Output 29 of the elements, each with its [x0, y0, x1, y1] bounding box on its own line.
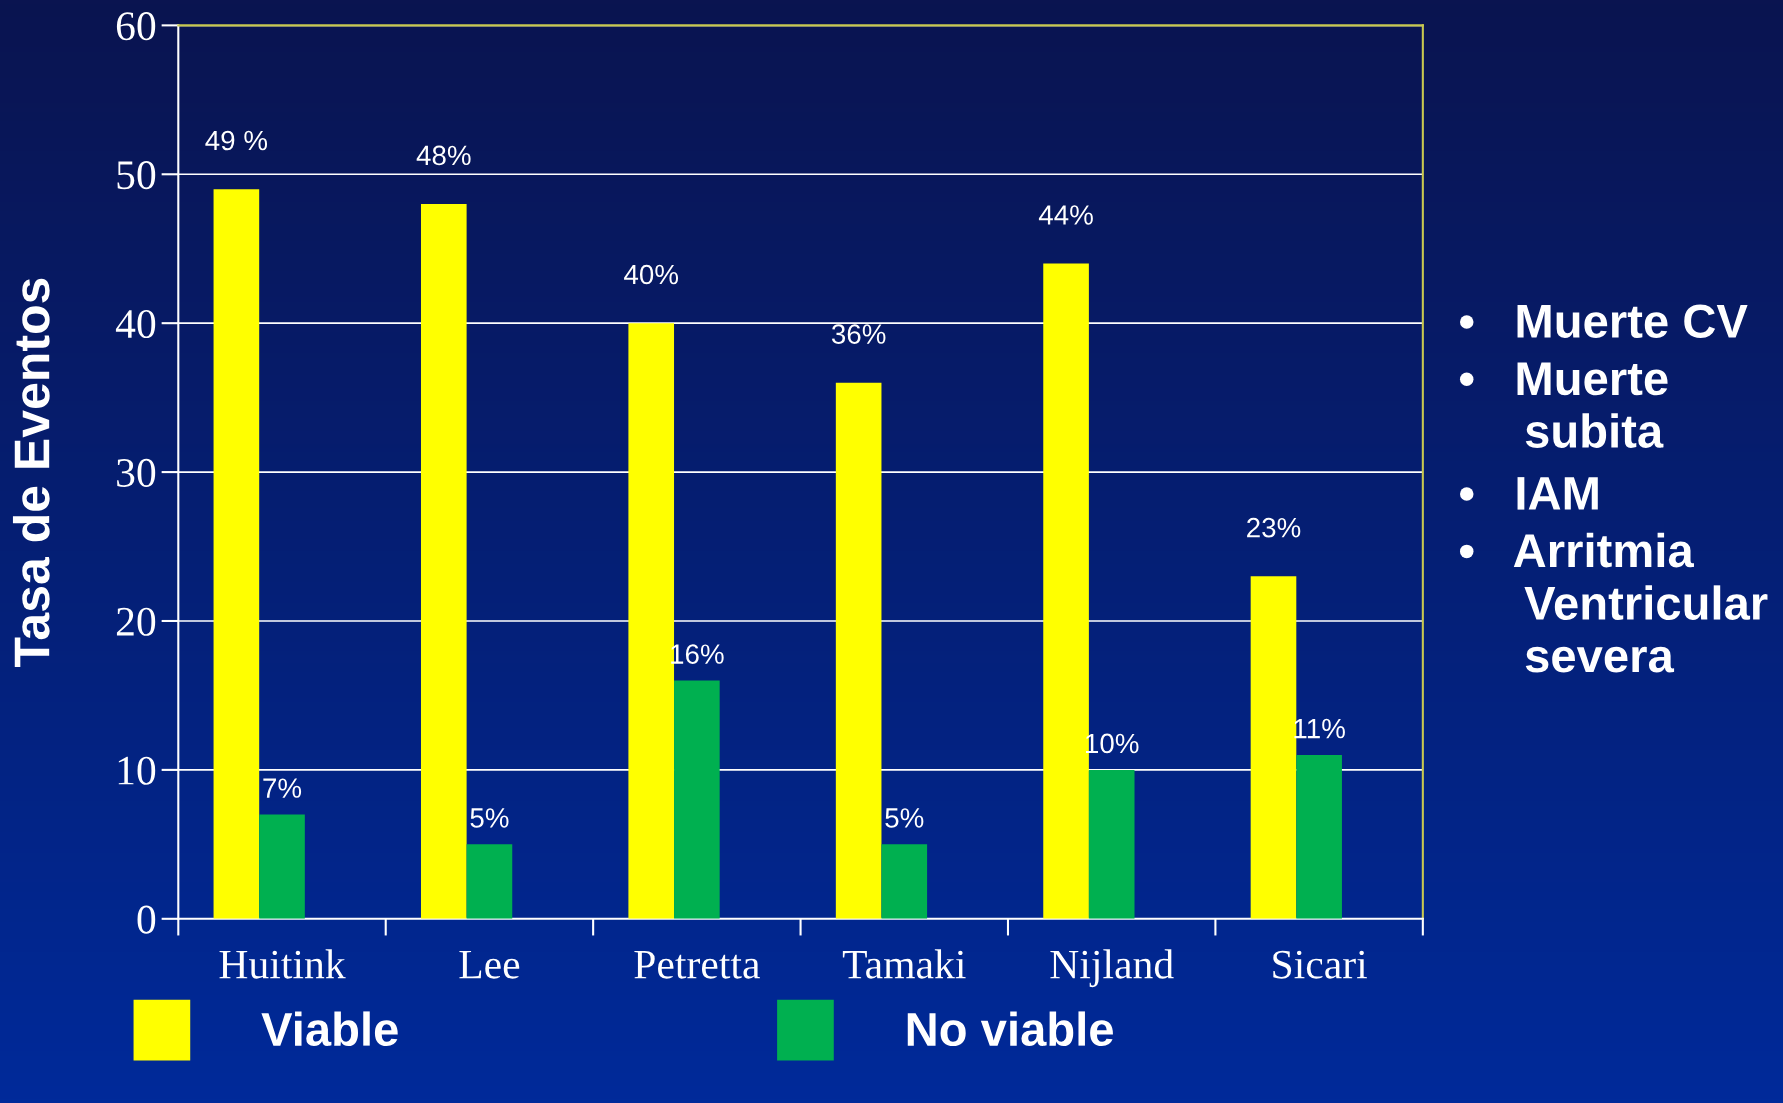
data-label: 5% [885, 808, 924, 828]
y-tick-label: 40 [115, 309, 156, 339]
data-label: 49 % [205, 130, 268, 151]
data-label: 7% [263, 778, 302, 798]
text: • Muerte CV [1459, 304, 1748, 339]
x-tick-label: Petretta [634, 950, 760, 979]
x-tick-label: Tamaki [842, 949, 966, 979]
y-axis-title: Tasa de Eventos [12, 278, 50, 667]
data-label: 48% [416, 145, 471, 166]
y-tick-label: 10 [118, 756, 156, 785]
y-tick-label: 0 [137, 905, 156, 934]
data-label: 5% [470, 808, 509, 828]
text: • IAM [1459, 477, 1598, 510]
data-label: 23% [1247, 517, 1301, 538]
legend-label: Viable [261, 1011, 398, 1047]
x-tick-label: Huitink [219, 949, 346, 979]
data-label: 36% [831, 324, 886, 344]
y-tick-label: 60 [116, 12, 156, 41]
x-tick-label: Nijland [1050, 949, 1174, 988]
data-label: 44% [1038, 205, 1093, 225]
y-tick-label: 50 [117, 161, 156, 190]
y-tick-label: 30 [117, 458, 156, 487]
text: • Muerte subita [1459, 362, 1668, 448]
legend-label: No viable [907, 1011, 1113, 1047]
y-tick-label: 20 [116, 607, 156, 636]
x-tick-label: Lee [459, 950, 520, 979]
data-label: 40% [624, 264, 679, 285]
x-tick-label: Sicari [1273, 950, 1367, 979]
text: • Arritmia Ventricular severa [1459, 532, 1768, 673]
